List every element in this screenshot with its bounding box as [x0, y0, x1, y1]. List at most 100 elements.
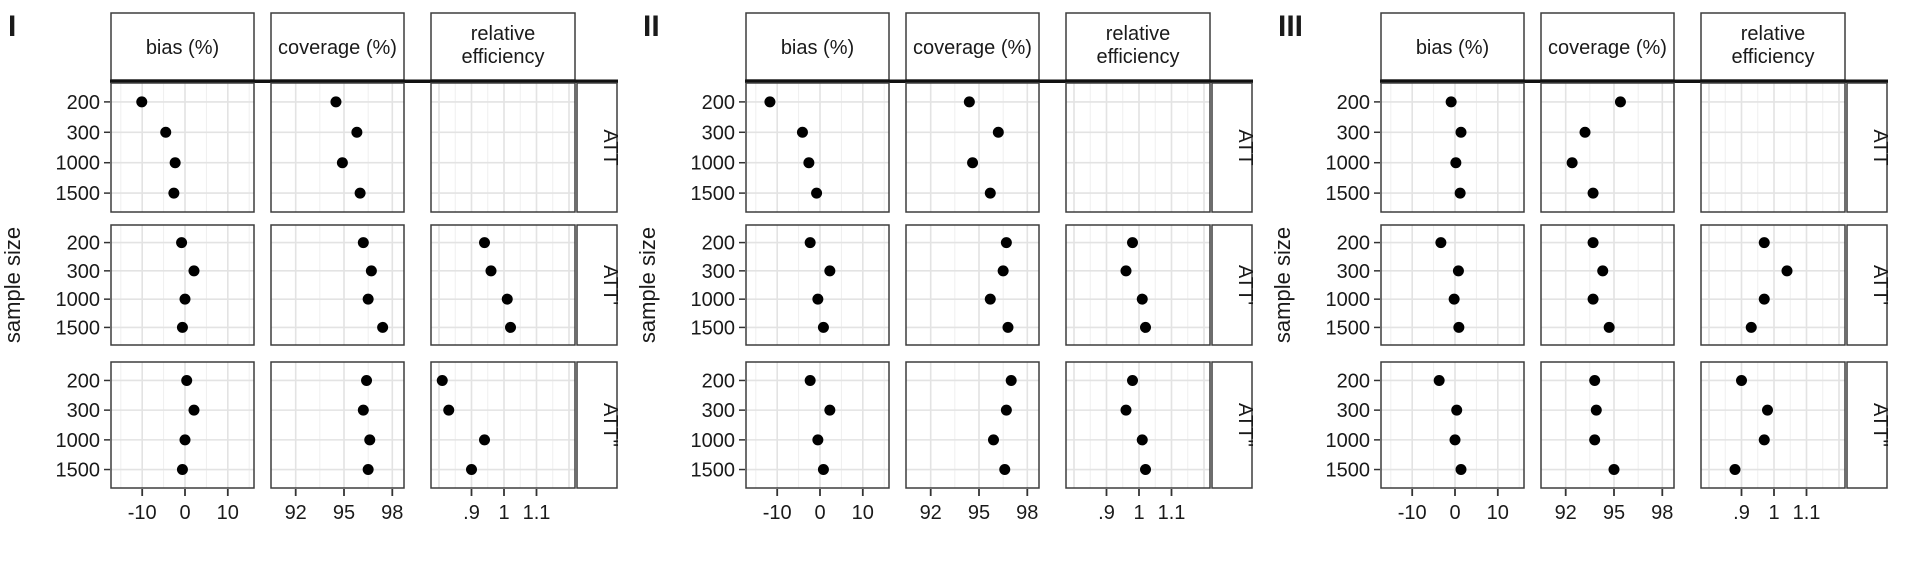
data-point	[1435, 237, 1447, 249]
facet-border	[1380, 361, 1525, 489]
facet-border	[1540, 82, 1675, 213]
y-axis-title: sample size	[1270, 227, 1295, 343]
x-tick-label: -10	[763, 502, 792, 524]
facet-border	[745, 224, 890, 346]
data-point	[1449, 434, 1461, 446]
facet-border	[905, 224, 1040, 346]
facet-border	[1700, 82, 1846, 213]
y-tick-label: 200	[67, 233, 100, 255]
facet-panel	[906, 225, 1039, 345]
data-point	[1566, 157, 1578, 169]
row-strip-box	[1211, 82, 1253, 213]
y-tick-label: 300	[1337, 122, 1370, 144]
data-point	[1589, 434, 1601, 446]
facet-border	[430, 82, 576, 213]
facet-panel	[1541, 83, 1674, 212]
x-tick-label: 98	[1016, 502, 1038, 524]
column-header-label: bias (%)	[146, 37, 219, 59]
column-header-label: relative efficiency	[461, 23, 544, 68]
y-tick-label: 200	[1337, 370, 1370, 392]
data-point	[1781, 265, 1793, 277]
y-tick-label: 1500	[691, 460, 736, 482]
scenario-chart: II sample size bias (%) coverage (%) relativ…	[635, 10, 1256, 524]
data-point	[1002, 321, 1014, 333]
facet-border	[430, 361, 576, 489]
data-point	[1136, 434, 1148, 446]
row-strip-label: ATT''	[599, 403, 621, 447]
header-rule	[745, 79, 1253, 83]
data-point	[1120, 404, 1132, 416]
x-tick-label: 98	[381, 502, 403, 524]
data-point	[361, 374, 373, 386]
data-point	[1140, 464, 1151, 476]
data-point	[811, 187, 823, 199]
facet-border	[1065, 82, 1211, 213]
y-tick-label: 200	[1337, 233, 1370, 255]
x-tick-label: .9	[1733, 502, 1750, 524]
facet-border	[905, 361, 1040, 489]
row-strip-label: ATT'	[599, 265, 621, 305]
y-tick-label: 300	[702, 400, 735, 422]
data-point	[485, 265, 497, 277]
data-point	[181, 374, 193, 386]
row-strip-label: ATT'	[1869, 265, 1891, 305]
y-tick-label: 1000	[56, 289, 101, 311]
column-header-box	[1065, 12, 1211, 81]
row-strip-label: ATT	[1869, 129, 1891, 165]
row-strip-label: ATT''	[1234, 403, 1256, 447]
data-point	[796, 126, 808, 138]
y-tick-label: 1500	[56, 317, 101, 339]
data-point	[1451, 404, 1463, 416]
data-point	[160, 126, 172, 138]
y-tick-label: 1000	[1326, 289, 1371, 311]
data-point	[992, 126, 1004, 138]
y-tick-label: 300	[702, 261, 735, 283]
y-tick-label: 1000	[691, 153, 736, 175]
data-point	[479, 237, 490, 249]
data-point	[1587, 187, 1599, 199]
y-tick-label: 1000	[691, 430, 736, 452]
x-tick-label: 1.1	[523, 502, 551, 524]
x-tick-label: 1	[1133, 502, 1144, 524]
y-tick-label: 1500	[691, 183, 736, 205]
y-tick-label: 300	[1337, 400, 1370, 422]
data-point	[1758, 434, 1770, 446]
column-header-label: bias (%)	[781, 37, 854, 59]
data-point	[479, 434, 490, 446]
x-tick-label: 95	[1603, 502, 1625, 524]
facet-border	[1700, 361, 1846, 489]
data-point	[357, 237, 369, 249]
facet-border	[270, 361, 405, 489]
facet-border	[110, 224, 255, 346]
row-strip-label: ATT'	[1234, 265, 1256, 305]
data-point	[824, 404, 836, 416]
data-point	[963, 96, 975, 108]
row-strip-label: ATT	[1234, 129, 1256, 165]
facet-border	[905, 82, 1040, 213]
facet-border	[1700, 224, 1846, 346]
column-header-box	[1380, 12, 1525, 81]
x-tick-label: 10	[1487, 502, 1509, 524]
row-strip-label: ATT	[599, 129, 621, 165]
column-header-label: coverage (%)	[1548, 37, 1667, 59]
scenario-panel-III: III sample size bias (%) coverage (%) relati…	[1270, 0, 1907, 580]
data-point	[1758, 237, 1770, 249]
facet-panel	[1541, 362, 1674, 488]
data-point	[1000, 237, 1012, 249]
row-strip-box	[576, 224, 618, 346]
data-point	[1448, 293, 1460, 305]
facet-border	[1065, 224, 1211, 346]
data-point	[176, 237, 188, 249]
x-tick-label: 92	[285, 502, 307, 524]
scenario-label: III	[1278, 10, 1303, 43]
facet-panel	[111, 83, 254, 212]
data-point	[1120, 265, 1132, 277]
data-point	[354, 187, 366, 199]
y-tick-label: 200	[702, 370, 735, 392]
column-header-box	[905, 12, 1040, 81]
data-point	[987, 434, 999, 446]
data-point	[1758, 293, 1770, 305]
